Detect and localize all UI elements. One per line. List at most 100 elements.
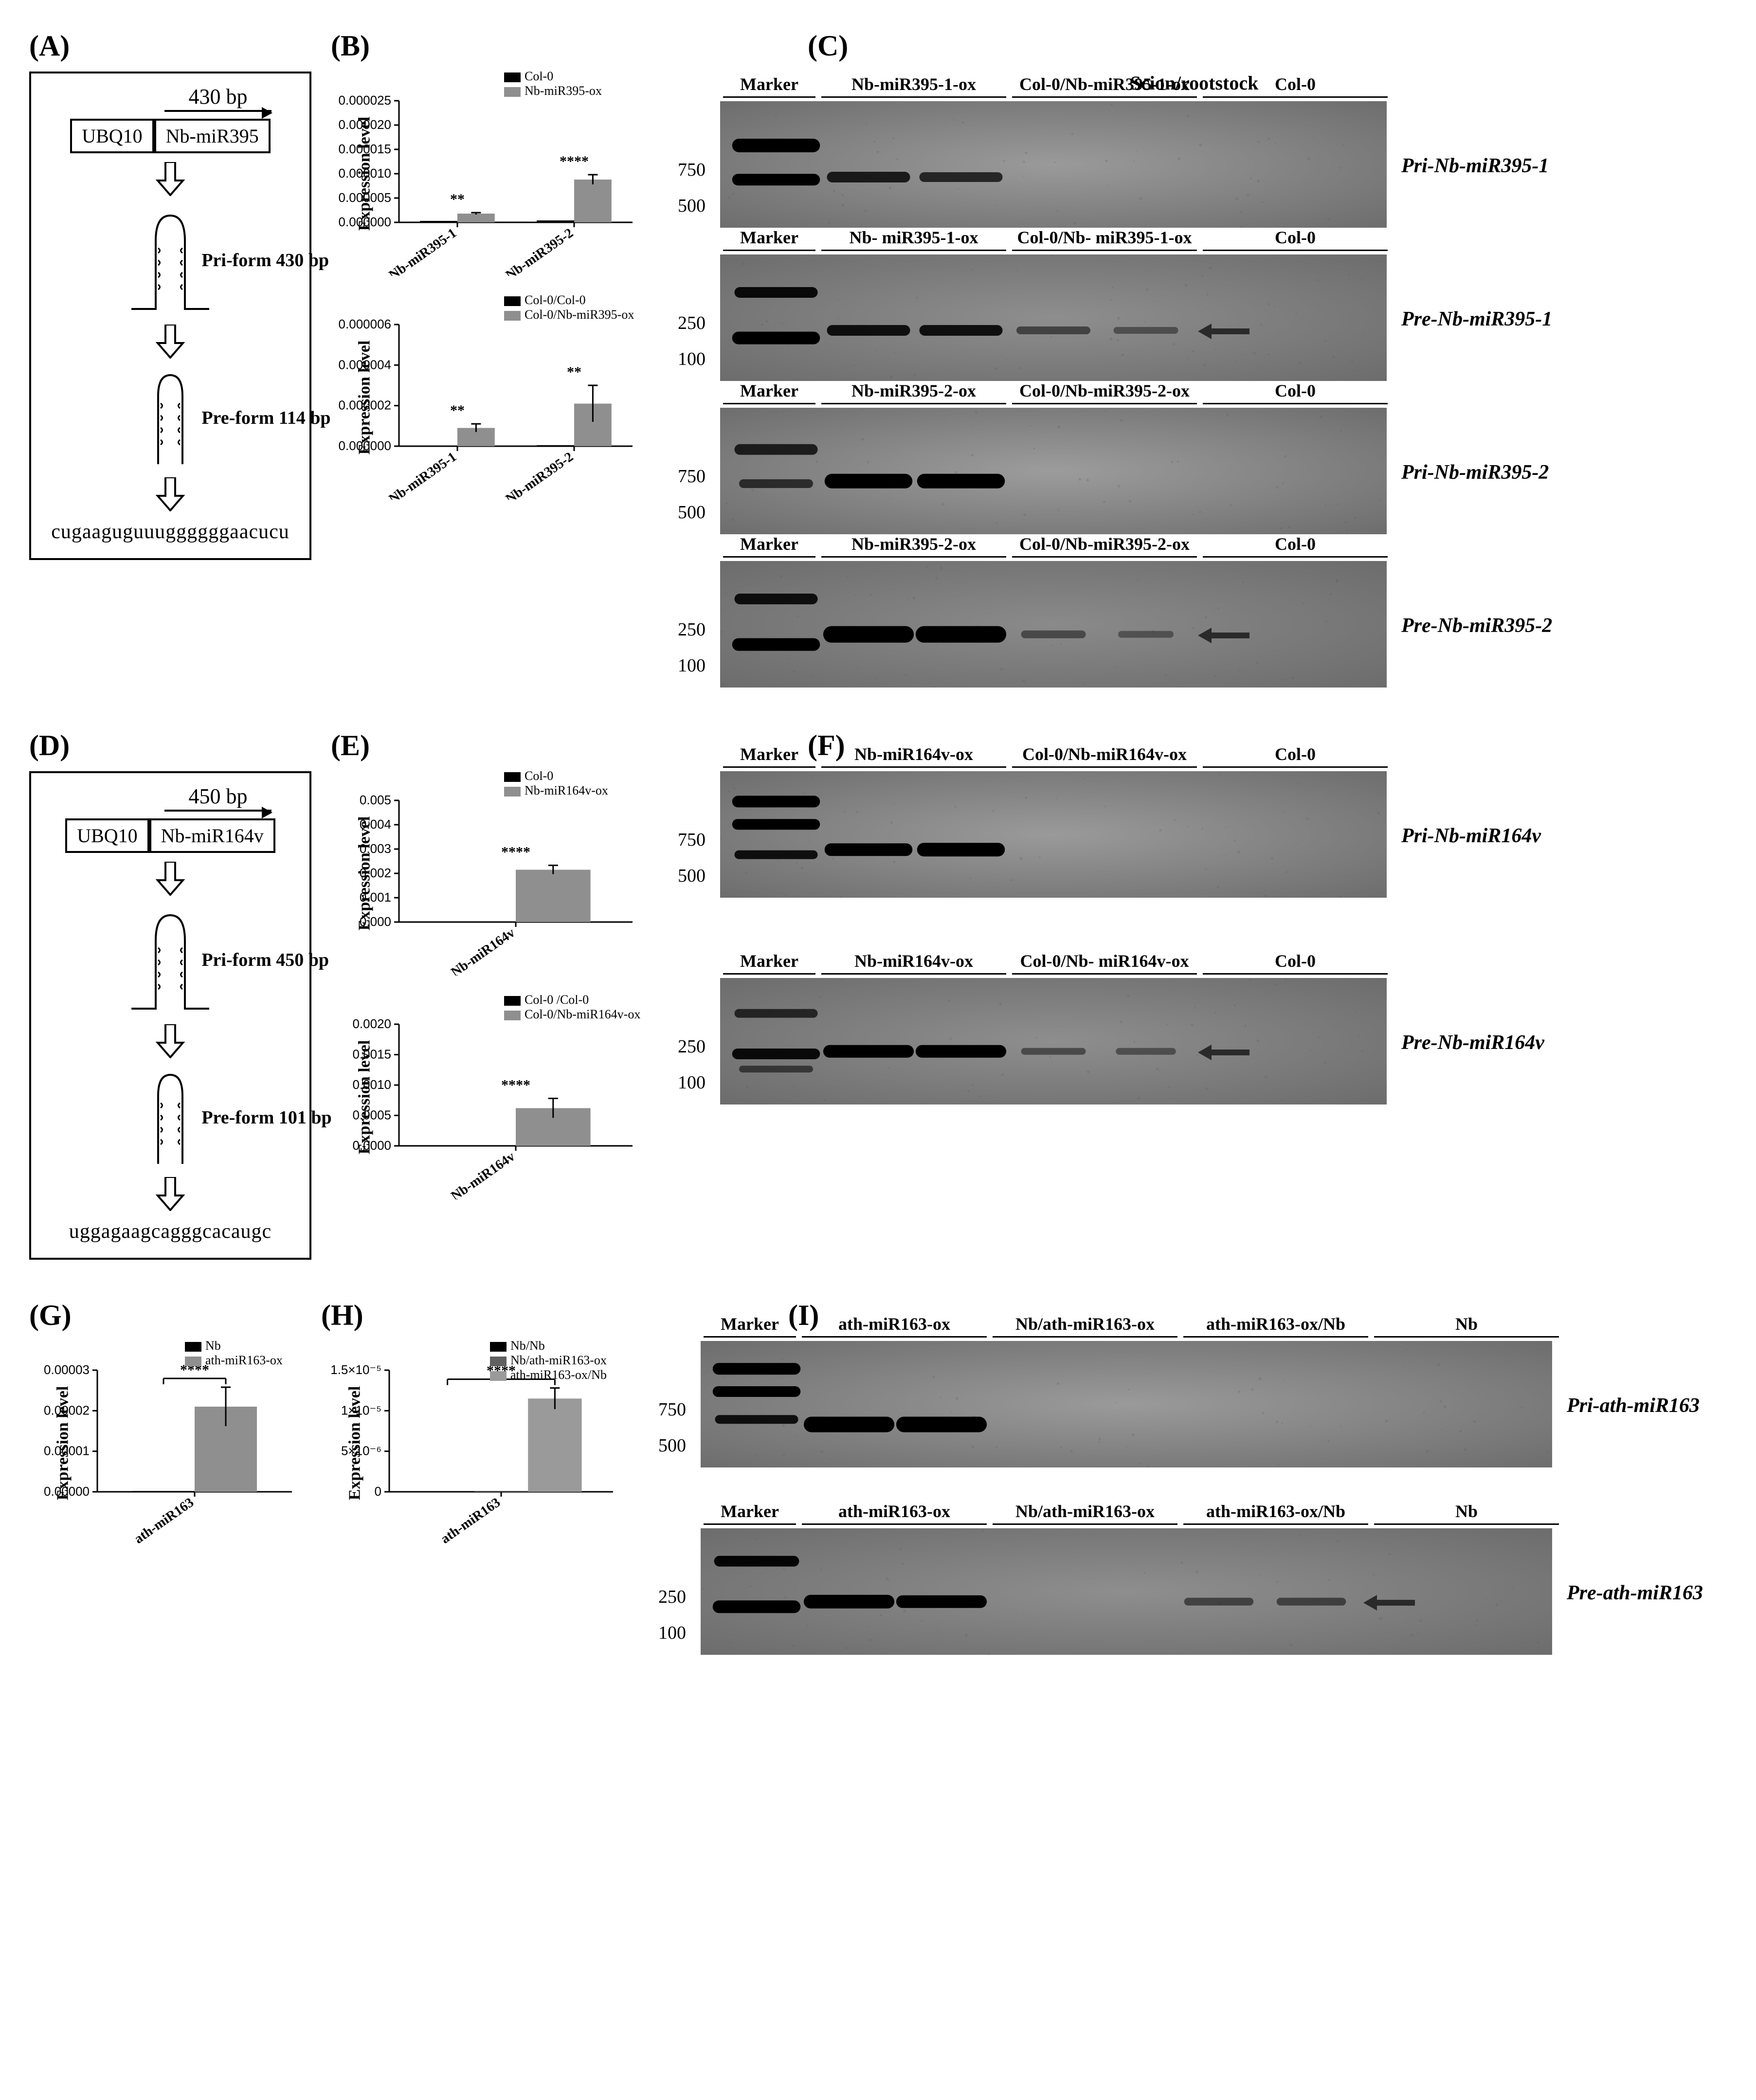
gels-I: 750500Markerath-miR163-oxNb/ath-miR163-o… bbox=[642, 1341, 1727, 1657]
svg-text:Nb-miR395-1: Nb-miR395-1 bbox=[386, 449, 459, 500]
panel-C-label: (C) bbox=[808, 29, 1727, 63]
svg-text:Col-0/Col-0: Col-0/Col-0 bbox=[525, 295, 586, 307]
svg-text:ath-miR163: ath-miR163 bbox=[131, 1495, 197, 1545]
gel-lane-label: Nb bbox=[1374, 1501, 1559, 1525]
gel-block: 250100 MarkerNb-miR395-2-oxCol-0/Nb-miR39… bbox=[662, 561, 1727, 690]
bp-label-A: 430 bp bbox=[164, 84, 272, 109]
gel-lane-label: Nb-miR164v-ox bbox=[821, 951, 1006, 975]
chart-E-top: Expression level0.0000.0010.0020.0030.00… bbox=[331, 771, 642, 976]
gel-right-label: Pre-Nb-miR395-1 bbox=[1401, 308, 1552, 331]
gel-image: Markerath-miR163-oxNb/ath-miR163-oxath-m… bbox=[701, 1341, 1552, 1470]
panel-D-label: (D) bbox=[29, 729, 311, 762]
gel-lane-label: Col-0/Nb- miR164v-ox bbox=[1012, 951, 1197, 975]
svg-text:****: **** bbox=[560, 153, 589, 169]
chart-G: Expression level0.000000.000010.000020.0… bbox=[29, 1341, 302, 1545]
svg-text:0.000025: 0.000025 bbox=[339, 93, 391, 108]
gel-lane-label: Nb bbox=[1374, 1314, 1559, 1338]
panel-H: (H) Expression level05×10⁻⁶1×10⁻⁵1.5×10⁻… bbox=[321, 1299, 623, 1545]
gene-blocks-A: UBQ10 Nb-miR395 bbox=[70, 119, 271, 153]
gel-size-label: 500 bbox=[678, 195, 706, 217]
gel-image: MarkerNb-miR164v-oxCol-0/Nb-miR164v-oxCo… bbox=[720, 771, 1387, 900]
svg-text:0: 0 bbox=[375, 1484, 381, 1499]
down-arrow-icon bbox=[155, 325, 186, 359]
gel-block: 750500MarkerNb-miR395-1-oxCol-0/Nb-miR39… bbox=[662, 101, 1727, 230]
gel-lane-label: Nb/ath-miR163-ox bbox=[993, 1314, 1177, 1338]
svg-text:Nb-miR395-2: Nb-miR395-2 bbox=[503, 225, 576, 276]
gel-lane-label: Col-0/Nb-miR395-2-ox bbox=[1012, 380, 1197, 404]
gel-size-label: 100 bbox=[658, 1622, 686, 1644]
panel-H-label: (H) bbox=[321, 1299, 623, 1332]
down-arrow-icon bbox=[155, 162, 186, 196]
svg-text:1.5×10⁻⁵: 1.5×10⁻⁵ bbox=[330, 1362, 381, 1377]
panel-E: (E) Expression level0.0000.0010.0020.003… bbox=[331, 729, 642, 1199]
gel-right-label: Pre-Nb-miR395-2 bbox=[1401, 614, 1552, 637]
pre-label-A: Pre-form 114 bp bbox=[201, 407, 330, 429]
svg-text:Nb-miR395-1: Nb-miR395-1 bbox=[386, 225, 459, 276]
gel-size-label: 100 bbox=[678, 1072, 706, 1093]
gene-blocks-D: UBQ10 Nb-miR164v bbox=[65, 818, 275, 853]
gel-right-label: Pre-Nb-miR164v bbox=[1401, 1031, 1544, 1054]
gel-right-label: Pre-ath-miR163 bbox=[1567, 1581, 1703, 1605]
gel-size-label: 500 bbox=[678, 865, 706, 887]
svg-text:**: ** bbox=[450, 402, 465, 418]
gel-lane-label: Nb- miR395-1-ox bbox=[821, 227, 1006, 251]
down-arrow-icon bbox=[155, 862, 186, 896]
chart-B-top: Expression level0.0000000.0000050.000010… bbox=[331, 72, 642, 276]
gels-C: 750500MarkerNb-miR395-1-oxCol-0/Nb-miR39… bbox=[662, 101, 1727, 690]
svg-text:Col-0 /Col-0: Col-0 /Col-0 bbox=[525, 995, 589, 1007]
hairpin-pre-A bbox=[141, 369, 199, 467]
gel-block: 250100MarkerNb- miR395-1-oxCol-0/Nb- miR… bbox=[662, 254, 1727, 383]
gel-size-labels: 250 100 bbox=[642, 1542, 686, 1644]
svg-text:Nb-miR395-2: Nb-miR395-2 bbox=[503, 449, 576, 500]
panel-G-label: (G) bbox=[29, 1299, 302, 1332]
gel-size-label: 750 bbox=[658, 1399, 686, 1420]
svg-text:Nb-miR164v: Nb-miR164v bbox=[448, 1149, 518, 1199]
panel-D: (D) 450 bp UBQ10 Nb-miR164v Pri-form 450… bbox=[29, 729, 311, 1260]
svg-text:Col-0: Col-0 bbox=[525, 771, 553, 783]
gel-lane-label: Col-0 bbox=[1203, 744, 1388, 768]
panel-F: (F) 750500MarkerNb-miR164v-oxCol-0/Nb-mi… bbox=[662, 729, 1727, 1107]
gel-block: 750500MarkerNb-miR164v-oxCol-0/Nb-miR164… bbox=[662, 771, 1727, 900]
svg-text:Nb/ath-miR163-ox: Nb/ath-miR163-ox bbox=[510, 1353, 607, 1367]
gel-lane-label: Nb-miR395-2-ox bbox=[821, 534, 1006, 558]
gel-lane-label: Col-0/Nb-miR164v-ox bbox=[1012, 744, 1197, 768]
gene-block-ubq10: UBQ10 bbox=[65, 818, 149, 853]
panel-E-label: (E) bbox=[331, 729, 642, 762]
gel-size-labels: 250100 bbox=[662, 575, 706, 676]
gel-arrow-icon bbox=[1197, 628, 1250, 643]
bp-label-D: 450 bp bbox=[164, 784, 272, 809]
svg-text:0.0020: 0.0020 bbox=[352, 1016, 391, 1031]
gel-lane-label: Col-0/Nb-miR395-2-ox bbox=[1012, 534, 1197, 558]
gene-block-ubq10: UBQ10 bbox=[70, 119, 154, 153]
svg-text:ath-miR163-ox: ath-miR163-ox bbox=[205, 1353, 283, 1367]
gel-block: 250 100 MarkerNb-miR164v-oxCol-0/Nb- miR16… bbox=[662, 978, 1727, 1107]
gel-image: MarkerNb-miR164v-oxCol-0/Nb- miR164v-oxC… bbox=[720, 978, 1387, 1107]
gel-lane-label: Marker bbox=[723, 951, 815, 975]
gel-lane-label: ath-miR163-ox/Nb bbox=[1183, 1501, 1368, 1525]
gel-lane-label: Col-0 bbox=[1203, 951, 1388, 975]
gene-block-mir164v: Nb-miR164v bbox=[149, 818, 275, 853]
gel-lane-label: Marker bbox=[723, 74, 815, 98]
gel-arrow-icon bbox=[1362, 1595, 1416, 1611]
gel-size-labels: 250 100 bbox=[662, 992, 706, 1093]
gel-block: 750500Markerath-miR163-oxNb/ath-miR163-o… bbox=[642, 1341, 1727, 1470]
gel-lane-label: Col-0 bbox=[1203, 380, 1388, 404]
pri-label-A: Pri-form 430 bp bbox=[201, 250, 329, 271]
gel-image: MarkerNb-miR395-2-oxCol-0/Nb-miR395-2-ox… bbox=[720, 561, 1387, 690]
gel-lane-label: Marker bbox=[723, 534, 815, 558]
svg-text:****: **** bbox=[501, 1077, 530, 1093]
bp-arrow-A bbox=[164, 110, 272, 112]
gel-size-labels: 250100 bbox=[662, 269, 706, 370]
gel-size-label: 250 bbox=[678, 1036, 706, 1057]
bp-arrow-D bbox=[164, 810, 272, 812]
gel-lane-label: Nb-miR164v-ox bbox=[821, 744, 1006, 768]
gel-size-label: 250 bbox=[658, 1586, 686, 1608]
svg-text:Nb-miR164v: Nb-miR164v bbox=[448, 925, 518, 976]
sequence-A: cugaaguguuuggggggaacucu bbox=[51, 520, 290, 543]
gel-size-label: 250 bbox=[678, 619, 706, 640]
hairpin-pre-D bbox=[141, 1069, 199, 1166]
svg-text:Col-0/Nb-miR164v-ox: Col-0/Nb-miR164v-ox bbox=[525, 1007, 640, 1021]
hairpin-pri-D bbox=[131, 906, 209, 1014]
gel-right-label: Pri-Nb-miR395-1 bbox=[1401, 154, 1549, 178]
gel-image: MarkerNb-miR395-2-oxCol-0/Nb-miR395-2-ox… bbox=[720, 408, 1387, 537]
